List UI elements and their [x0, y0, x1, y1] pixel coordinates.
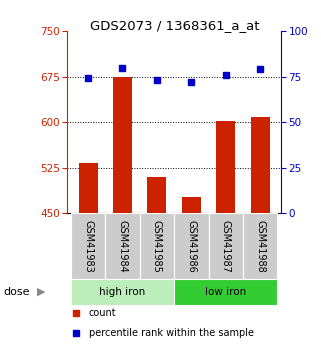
- Text: GSM41986: GSM41986: [187, 220, 196, 273]
- Text: percentile rank within the sample: percentile rank within the sample: [89, 328, 254, 338]
- Bar: [79, 163, 98, 214]
- Bar: [182, 197, 201, 214]
- Bar: [113, 77, 132, 214]
- Bar: [243, 214, 277, 278]
- Bar: [105, 214, 140, 278]
- Bar: [174, 214, 209, 278]
- Text: high iron: high iron: [100, 287, 146, 297]
- Bar: [71, 278, 174, 305]
- Bar: [147, 177, 166, 214]
- Text: GSM41988: GSM41988: [255, 220, 265, 273]
- Text: low iron: low iron: [205, 287, 247, 297]
- Bar: [174, 278, 277, 305]
- Text: GSM41984: GSM41984: [117, 220, 127, 273]
- Text: ▶: ▶: [37, 287, 45, 297]
- Bar: [209, 214, 243, 278]
- Bar: [251, 117, 270, 214]
- Bar: [216, 121, 235, 214]
- Text: GSM41987: GSM41987: [221, 219, 231, 273]
- Bar: [140, 214, 174, 278]
- Text: dose: dose: [3, 287, 30, 297]
- Text: GSM41983: GSM41983: [83, 220, 93, 273]
- Text: GSM41985: GSM41985: [152, 219, 162, 273]
- Text: count: count: [89, 308, 117, 318]
- Bar: [71, 214, 105, 278]
- Text: GDS2073 / 1368361_a_at: GDS2073 / 1368361_a_at: [90, 19, 260, 32]
